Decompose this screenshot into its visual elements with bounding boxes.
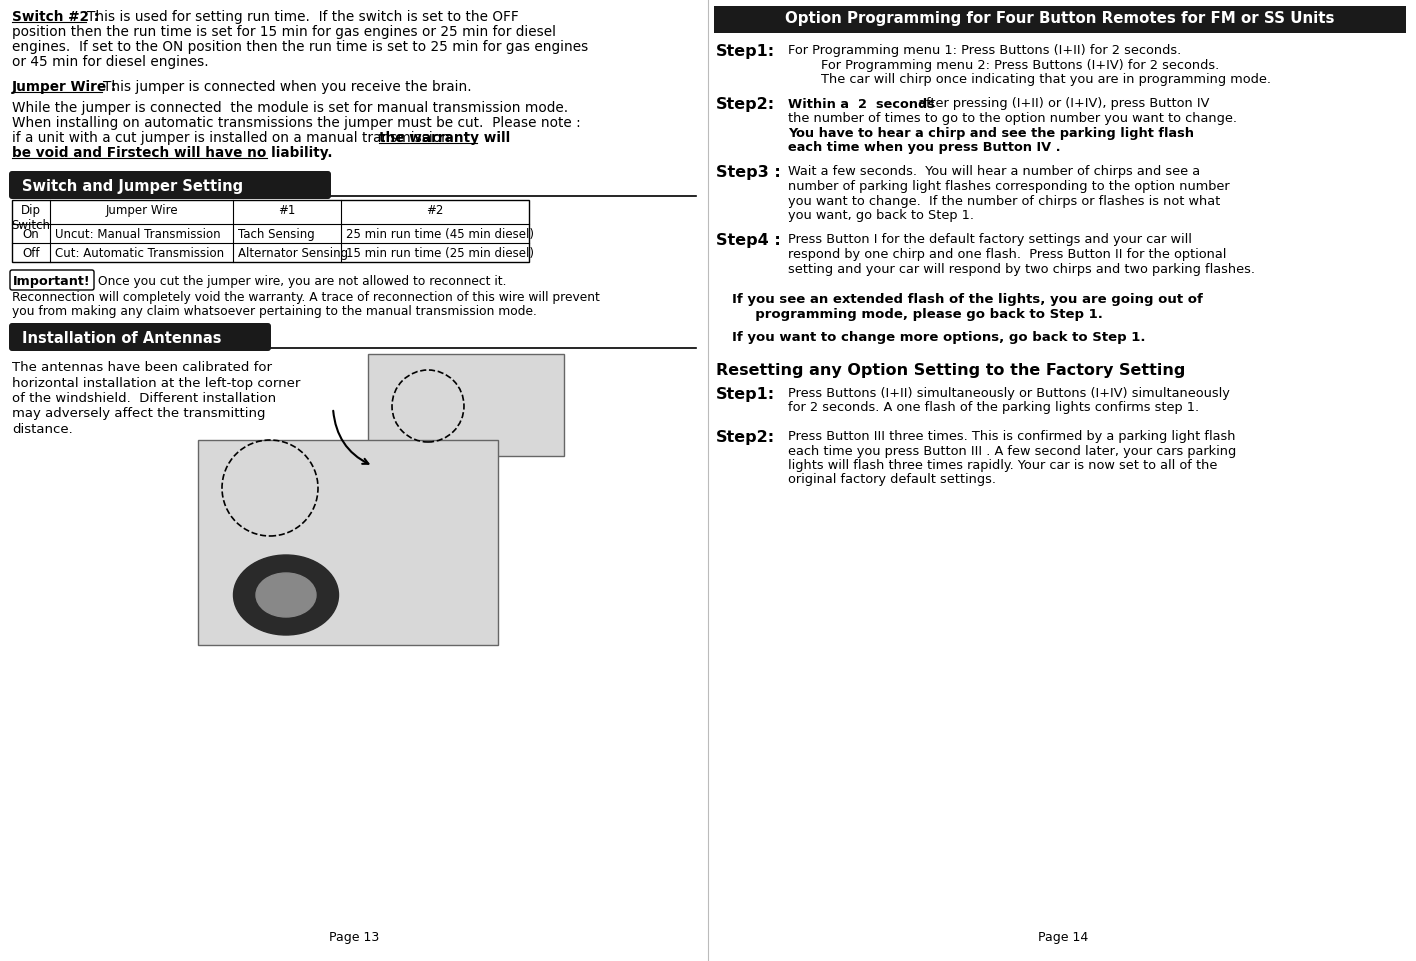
Text: Press Buttons (I+II) simultaneously or Buttons (I+IV) simultaneously: Press Buttons (I+II) simultaneously or B… [787, 386, 1231, 400]
Text: The car will chirp once indicating that you are in programming mode.: The car will chirp once indicating that … [787, 73, 1272, 86]
Text: if a unit with a cut jumper is installed on a manual transmission: if a unit with a cut jumper is installed… [11, 131, 455, 145]
Text: Step3 :: Step3 : [716, 165, 780, 181]
Text: you want to change.  If the number of chirps or flashes is not what: you want to change. If the number of chi… [787, 194, 1221, 208]
Text: Off: Off [23, 247, 40, 259]
Text: Resetting any Option Setting to the Factory Setting: Resetting any Option Setting to the Fact… [716, 362, 1185, 378]
Text: original factory default settings.: original factory default settings. [787, 473, 995, 486]
Text: Dip
Switch: Dip Switch [11, 204, 51, 232]
Text: Step2:: Step2: [716, 430, 775, 445]
Bar [198, 440, 498, 646]
Bar [714, 7, 1406, 34]
Text: Page 14: Page 14 [1038, 930, 1087, 943]
Text: Important!: Important! [13, 275, 91, 287]
Text: distance.: distance. [11, 423, 72, 435]
Bar [11, 201, 530, 262]
Text: Alternator Sensing: Alternator Sensing [238, 247, 348, 259]
Text: If you want to change more options, go back to Step 1.: If you want to change more options, go b… [732, 331, 1146, 344]
Text: Press Button I for the default factory settings and your car will: Press Button I for the default factory s… [787, 234, 1192, 246]
Text: If you see an extended flash of the lights, you are going out of: If you see an extended flash of the ligh… [732, 293, 1202, 306]
Text: each time when you press Button IV .: each time when you press Button IV . [787, 141, 1061, 154]
Text: This jumper is connected when you receive the brain.: This jumper is connected when you receiv… [103, 80, 472, 94]
Text: engines.  If set to the ON position then the run time is set to 25 min for gas e: engines. If set to the ON position then … [11, 40, 588, 54]
Text: Switch #2 :: Switch #2 : [11, 10, 103, 24]
Text: On: On [23, 228, 40, 241]
Text: Tach Sensing: Tach Sensing [238, 228, 314, 241]
Text: The antennas have been calibrated for: The antennas have been calibrated for [11, 360, 272, 374]
Text: of the windshield.  Different installation: of the windshield. Different installatio… [11, 391, 276, 405]
Text: 15 min run time (25 min diesel): 15 min run time (25 min diesel) [346, 247, 534, 259]
Text: you want, go back to Step 1.: you want, go back to Step 1. [787, 209, 974, 222]
Text: Step4 :: Step4 : [716, 234, 780, 248]
Bar [368, 355, 564, 456]
Text: #1: #1 [279, 204, 296, 217]
Text: or 45 min for diesel engines.: or 45 min for diesel engines. [11, 55, 208, 69]
Text: Press Button III three times. This is confirmed by a parking light flash: Press Button III three times. This is co… [787, 430, 1236, 442]
Text: Within a  2  seconds: Within a 2 seconds [787, 97, 935, 111]
Text: Switch and Jumper Setting: Switch and Jumper Setting [23, 179, 244, 194]
Text: Option Programming for Four Button Remotes for FM or SS Units: Option Programming for Four Button Remot… [786, 11, 1335, 26]
Text: lights will flash three times rapidly. Your car is now set to all of the: lights will flash three times rapidly. Y… [787, 458, 1218, 472]
Text: Cut: Automatic Transmission: Cut: Automatic Transmission [55, 247, 224, 259]
Text: Page 13: Page 13 [329, 930, 379, 943]
Text: the warranty will: the warranty will [379, 131, 515, 145]
Text: the number of times to go to the option number you want to change.: the number of times to go to the option … [787, 111, 1238, 125]
Text: programming mode, please go back to Step 1.: programming mode, please go back to Step… [746, 308, 1103, 321]
Text: each time you press Button III . A few second later, your cars parking: each time you press Button III . A few s… [787, 444, 1236, 457]
FancyBboxPatch shape [8, 172, 331, 200]
Ellipse shape [256, 574, 316, 617]
Text: Step1:: Step1: [716, 44, 775, 59]
Text: Installation of Antennas: Installation of Antennas [23, 331, 221, 346]
Text: Once you cut the jumper wire, you are not allowed to reconnect it.: Once you cut the jumper wire, you are no… [98, 275, 507, 287]
FancyBboxPatch shape [10, 271, 93, 290]
Text: be void and Firstech will have no liability.: be void and Firstech will have no liabil… [11, 146, 333, 160]
Text: Uncut: Manual Transmission: Uncut: Manual Transmission [55, 228, 221, 241]
Text: position then the run time is set for 15 min for gas engines or 25 min for diese: position then the run time is set for 15… [11, 25, 556, 39]
Text: Jumper Wire :: Jumper Wire : [11, 80, 122, 94]
Text: When installing on automatic transmissions the jumper must be cut.  Please note : When installing on automatic transmissio… [11, 116, 581, 130]
Text: Reconnection will completely void the warranty. A trace of reconnection of this : Reconnection will completely void the wa… [11, 290, 600, 304]
Text: This is used for setting run time.  If the switch is set to the OFF: This is used for setting run time. If th… [86, 10, 518, 24]
Text: While the jumper is connected  the module is set for manual transmission mode.: While the jumper is connected the module… [11, 101, 568, 115]
Text: Step1:: Step1: [716, 386, 775, 402]
Text: For Programming menu 2: Press Buttons (I+IV) for 2 seconds.: For Programming menu 2: Press Buttons (I… [787, 59, 1219, 71]
FancyBboxPatch shape [8, 324, 270, 352]
Text: after pressing (I+II) or (I+IV), press Button IV: after pressing (I+II) or (I+IV), press B… [913, 97, 1209, 111]
Text: number of parking light flashes corresponding to the option number: number of parking light flashes correspo… [787, 180, 1229, 193]
Text: respond by one chirp and one flash.  Press Button II for the optional: respond by one chirp and one flash. Pres… [787, 248, 1226, 260]
Text: 25 min run time (45 min diesel): 25 min run time (45 min diesel) [346, 228, 534, 241]
Text: Jumper Wire: Jumper Wire [105, 204, 178, 217]
Text: for 2 seconds. A one flash of the parking lights confirms step 1.: for 2 seconds. A one flash of the parkin… [787, 401, 1199, 414]
Text: #2: #2 [426, 204, 443, 217]
Text: Wait a few seconds.  You will hear a number of chirps and see a: Wait a few seconds. You will hear a numb… [787, 165, 1201, 179]
Text: You have to hear a chirp and see the parking light flash: You have to hear a chirp and see the par… [787, 126, 1194, 139]
Ellipse shape [234, 555, 338, 635]
Text: horizontal installation at the left-top corner: horizontal installation at the left-top … [11, 376, 300, 389]
Text: may adversely affect the transmitting: may adversely affect the transmitting [11, 407, 266, 420]
Text: you from making any claim whatsoever pertaining to the manual transmission mode.: you from making any claim whatsoever per… [11, 305, 537, 318]
Text: For Programming menu 1: Press Buttons (I+II) for 2 seconds.: For Programming menu 1: Press Buttons (I… [787, 44, 1181, 57]
Text: setting and your car will respond by two chirps and two parking flashes.: setting and your car will respond by two… [787, 262, 1255, 275]
Text: Step2:: Step2: [716, 97, 775, 112]
